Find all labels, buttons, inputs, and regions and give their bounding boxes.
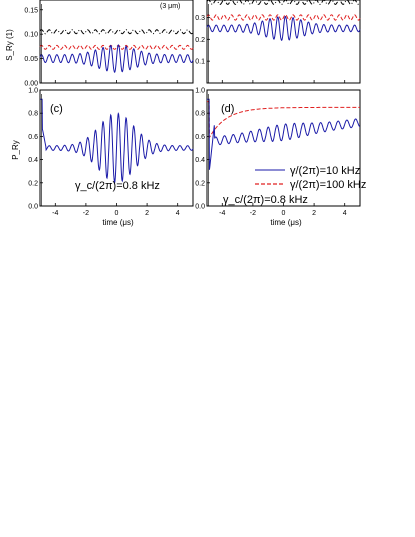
ytick-label: 0.4 <box>28 157 38 164</box>
series-line-solid <box>207 98 360 170</box>
xtick-label: -2 <box>250 210 256 217</box>
ytick-label: 0.2 <box>28 180 38 187</box>
ytick-label: 0.10 <box>24 32 38 39</box>
series-line-solid <box>39 44 194 73</box>
series-line-dashed <box>39 44 194 50</box>
xtick-label: 4 <box>176 210 180 217</box>
ytick-label: 0.4 <box>195 157 205 164</box>
ytick-label: 1.0 <box>195 88 205 95</box>
xtick-label: 0 <box>115 210 119 217</box>
ytick-label: 0.6 <box>195 134 205 141</box>
xtick-label: 0 <box>282 210 286 217</box>
xtick-label: 2 <box>312 210 316 217</box>
panel-d-xlabel: time (μs) <box>270 218 302 227</box>
panel-a-series <box>39 4 194 83</box>
series-line-solid <box>40 98 194 184</box>
series-line-dashed <box>207 101 360 140</box>
panel-b: 0.1 0.2 0.3 <box>195 0 361 84</box>
panel-a-ylabel: S_Ry (1) <box>5 29 14 61</box>
panel-d-label: (d) <box>221 103 234 115</box>
legend-label-100khz: γ/(2π)=100 kHz <box>290 179 366 191</box>
panel-b-ticks: 0.1 0.2 0.3 <box>195 15 346 83</box>
ytick-label: 0.00 <box>24 81 38 88</box>
xtick-label: -4 <box>219 210 225 217</box>
xtick-label: 4 <box>343 210 347 217</box>
panel-c: 0.0 0.2 0.4 0.6 0.8 1.0 -4 -2 0 2 4 (c) P_Ry γ_c/(… <box>11 88 194 227</box>
ytick-label: 0.0 <box>28 204 38 211</box>
panel-d-series <box>207 94 360 206</box>
series-line-dashdot <box>206 0 361 5</box>
xtick-label: 2 <box>145 210 149 217</box>
panel-c-label: (c) <box>50 103 63 115</box>
ytick-label: 0.8 <box>28 111 38 118</box>
ytick-label: 0.3 <box>195 15 205 22</box>
ytick-label: 1.0 <box>28 88 38 95</box>
panel-c-ticks: 0.0 0.2 0.4 0.6 0.8 1.0 -4 -2 0 2 4 <box>28 88 179 218</box>
panel-c-ylabel: P_Ry <box>11 140 20 160</box>
panel-c-xlabel: time (μs) <box>102 218 134 227</box>
ytick-label: 0.2 <box>195 37 205 44</box>
ytick-label: 0.15 <box>24 7 38 14</box>
panel-a-annotation: (3 μm) <box>160 3 180 10</box>
panel-b-series <box>206 0 361 83</box>
series-line-dashdot <box>39 29 194 35</box>
series-line-dashed <box>206 14 361 21</box>
legend: γ/(2π)=10 kHz γ/(2π)=100 kHz <box>255 165 366 191</box>
panel-c-annotation: γ_c/(2π)=0.8 kHz <box>75 180 160 192</box>
ytick-label: 0.2 <box>195 180 205 187</box>
panel-d: 0.0 0.2 0.4 0.6 0.8 1.0 -4 -2 0 2 4 (d) γ_c/(2π)=0… <box>195 88 366 228</box>
xtick-label: -4 <box>52 210 58 217</box>
ytick-label: 0.1 <box>195 59 205 66</box>
ytick-label: 0.6 <box>28 134 38 141</box>
ytick-label: 0.05 <box>24 56 38 63</box>
ytick-label: 0.0 <box>195 204 205 211</box>
series-line-solid <box>206 15 361 42</box>
ytick-label: 0.8 <box>195 111 205 118</box>
panel-d-annotation: γ_c/(2π)=0.8 kHz <box>223 194 308 206</box>
panel-a-frame <box>39 0 194 84</box>
panel-a: 0.00 0.05 0.10 0.15 S_Ry (1) (3 μm) <box>5 0 194 88</box>
panel-d-ticks: 0.0 0.2 0.4 0.6 0.8 1.0 -4 -2 0 2 4 <box>195 88 346 218</box>
panel-b-frame <box>206 0 361 84</box>
panel-c-series <box>40 94 194 206</box>
legend-label-10khz: γ/(2π)=10 kHz <box>290 165 360 177</box>
xtick-label: -2 <box>83 210 89 217</box>
